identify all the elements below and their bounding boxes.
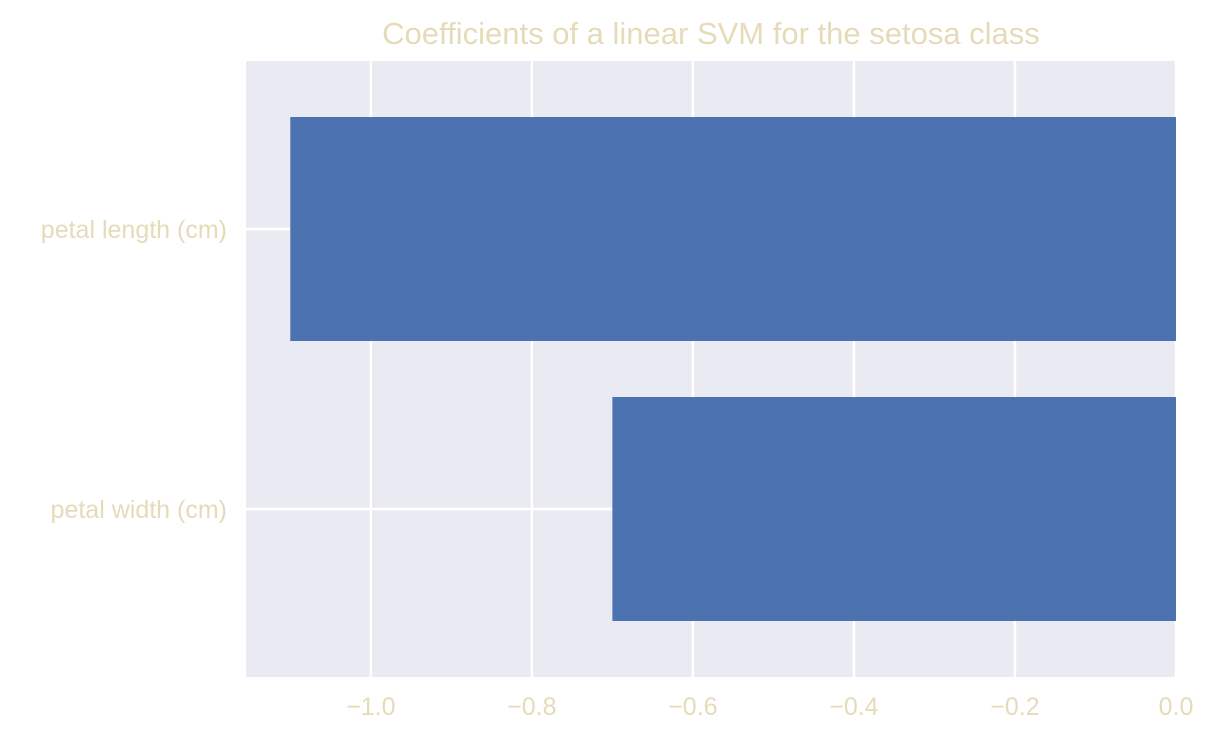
x-tick-label: −0.8 [507, 693, 556, 721]
y-tick-label: petal width (cm) [51, 496, 227, 524]
y-tick-label: petal length (cm) [41, 216, 227, 244]
x-axis-ticks: −1.0 −0.8 −0.6 −0.4 −0.2 0.0 [346, 693, 1193, 721]
bar [612, 397, 1176, 621]
y-axis-ticks: petal length (cm) petal width (cm) [41, 216, 227, 524]
x-tick-label: −0.2 [990, 693, 1039, 721]
chart-title: Coefficients of a linear SVM for the set… [382, 16, 1040, 51]
bars [290, 117, 1176, 621]
x-tick-label: 0.0 [1159, 693, 1194, 721]
x-tick-label: −1.0 [346, 693, 395, 721]
bar [290, 117, 1176, 341]
x-tick-label: −0.6 [668, 693, 717, 721]
x-tick-label: −0.4 [829, 693, 878, 721]
